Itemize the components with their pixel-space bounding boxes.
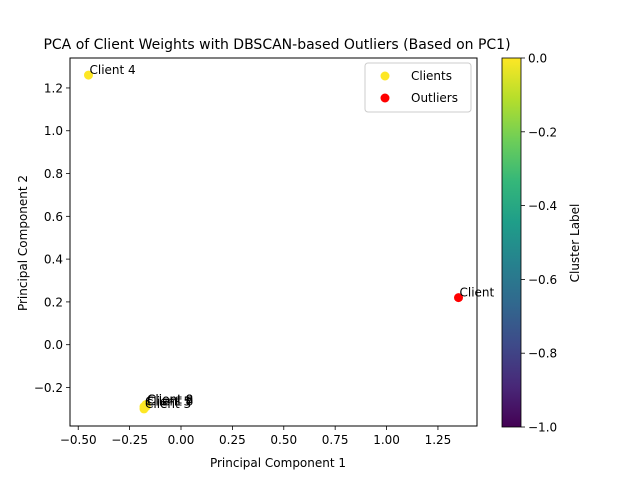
x-tick-label: 0.25 bbox=[219, 433, 246, 447]
y-tick-label: 1.0 bbox=[44, 124, 63, 138]
y-tick-label: 0.8 bbox=[44, 167, 63, 181]
colorbar-tick-label: −0.8 bbox=[528, 347, 557, 361]
colorbar-ticks: −1.0 −0.8 −0.6 −0.4 −0.2 0.0 bbox=[521, 52, 557, 435]
y-tick-label: 0.2 bbox=[44, 295, 63, 309]
legend-label-outliers: Outliers bbox=[411, 91, 458, 105]
colorbar-label: Cluster Label bbox=[568, 204, 582, 283]
colorbar-tick-label: 0.0 bbox=[528, 52, 547, 66]
x-tick-label: −0.50 bbox=[60, 433, 97, 447]
x-tick-label: 1.00 bbox=[373, 433, 400, 447]
colorbar-tick-label: −1.0 bbox=[528, 421, 557, 435]
y-tick-label: −0.2 bbox=[34, 381, 63, 395]
y-tick-label: 0.6 bbox=[44, 210, 63, 224]
point-label: Client 8 bbox=[147, 393, 193, 407]
legend-label-clients: Clients bbox=[411, 69, 452, 83]
y-tick-label: 1.2 bbox=[44, 81, 63, 95]
colorbar bbox=[501, 57, 522, 428]
x-axis-ticks: −0.50 −0.25 0.00 0.25 0.50 0.75 1.00 1.25 bbox=[60, 426, 451, 447]
chart-title: PCA of Client Weights with DBSCAN-based … bbox=[43, 37, 510, 53]
legend-box bbox=[364, 62, 472, 113]
data-point bbox=[141, 400, 151, 410]
point-label: Client 6 bbox=[147, 395, 193, 409]
data-point bbox=[84, 70, 93, 80]
point-label: Client 4 bbox=[90, 63, 136, 77]
y-axis-label: Principal Component 2 bbox=[16, 175, 30, 311]
colorbar-tick-label: −0.2 bbox=[528, 125, 557, 139]
point-label: Client 9 bbox=[147, 393, 193, 407]
point-label: Client 3 bbox=[145, 397, 191, 411]
y-axis-ticks: −0.2 0.0 0.2 0.4 0.6 0.8 1.0 1.2 bbox=[34, 81, 70, 395]
x-tick-label: 0.50 bbox=[270, 433, 297, 447]
x-tick-label: −0.25 bbox=[111, 433, 148, 447]
plot-frame bbox=[69, 57, 478, 427]
colorbar-tick-label: −0.4 bbox=[528, 199, 557, 213]
data-points bbox=[84, 70, 463, 414]
x-tick-label: 0.00 bbox=[168, 433, 195, 447]
x-tick-label: 0.75 bbox=[322, 433, 349, 447]
x-tick-label: 1.25 bbox=[425, 433, 452, 447]
legend: Clients Outliers bbox=[364, 62, 472, 113]
legend-marker-clients bbox=[380, 71, 390, 81]
x-axis-label: Principal Component 1 bbox=[210, 456, 346, 470]
y-tick-label: 0.0 bbox=[44, 338, 63, 352]
y-tick-label: 0.4 bbox=[44, 253, 63, 267]
colorbar-tick-label: −0.6 bbox=[528, 273, 557, 287]
legend-marker-outliers bbox=[380, 93, 390, 103]
point-label: Client 5 bbox=[145, 395, 191, 409]
data-point bbox=[454, 293, 463, 303]
